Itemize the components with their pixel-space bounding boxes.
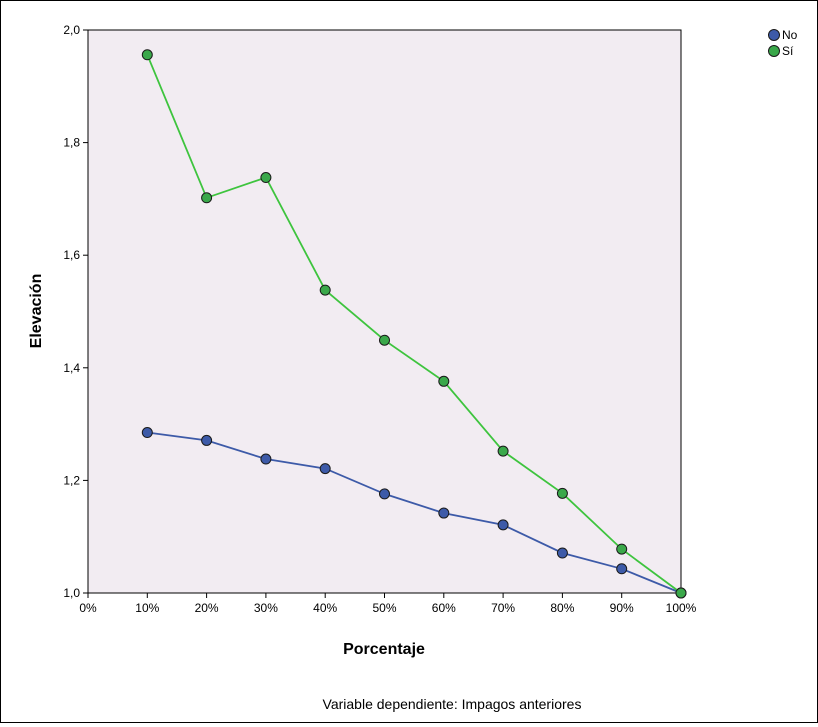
x-axis-title: Porcentaje — [343, 641, 425, 658]
series-2-point — [201, 192, 213, 204]
y-tick-label: 1,6 — [63, 248, 80, 262]
y-tick-label: 1,0 — [63, 586, 80, 600]
series-2-point — [438, 375, 450, 387]
series-1-point — [616, 563, 628, 575]
x-tick-label: 20% — [195, 601, 219, 615]
series-2-point — [379, 334, 390, 346]
series-1-point — [319, 463, 331, 475]
x-axis-ticks: 0% 10% 20% 30% 40% 50% 60% 70% 80% 90% 100% — [79, 593, 697, 615]
plot-area — [87, 29, 682, 594]
y-tick-label: 1,2 — [63, 473, 80, 487]
series-2-line — [146, 54, 682, 594]
series-1-point — [556, 547, 568, 559]
series-1-point — [201, 434, 213, 446]
y-tick-label: 1,4 — [63, 361, 80, 375]
series-layer — [141, 49, 687, 599]
y-axis-ticks: 1,0 1,2 1,4 1,6 1,8 2,0 — [63, 23, 88, 600]
x-tick-label: 0% — [79, 601, 97, 615]
series-2-point — [616, 543, 628, 555]
series-1-point — [141, 427, 153, 439]
x-tick-label: 60% — [432, 601, 456, 615]
x-tick-label: 70% — [491, 601, 515, 615]
series-2-point — [260, 172, 272, 184]
x-tick-label: 80% — [550, 601, 574, 615]
y-tick-label: 2,0 — [63, 23, 80, 37]
series-2-point — [141, 49, 153, 61]
x-tick-label: 10% — [135, 601, 159, 615]
footnote: Variable dependiente: Impagos anteriores — [323, 696, 582, 712]
series-2-point — [675, 587, 687, 599]
legend-marker-series-1 — [768, 29, 780, 41]
x-tick-label: 100% — [666, 601, 697, 615]
series-1-point — [438, 507, 450, 519]
legend-label-series-1: No — [782, 28, 798, 42]
legend: No Sí — [768, 28, 798, 58]
series-1-line — [147, 431, 682, 594]
y-tick-label: 1,8 — [63, 136, 80, 150]
series-2-point — [497, 445, 509, 457]
legend-marker-series-2 — [768, 45, 780, 57]
legend-label-series-2: Sí — [782, 44, 794, 58]
x-tick-label: 50% — [372, 601, 396, 615]
x-tick-label: 30% — [254, 601, 278, 615]
series-1-point — [379, 488, 390, 500]
series-2-point — [319, 284, 331, 296]
series-1-point — [497, 519, 509, 531]
series-2-point — [556, 487, 568, 499]
series-1-point — [260, 453, 272, 465]
x-tick-label: 90% — [610, 601, 634, 615]
x-tick-label: 40% — [313, 601, 337, 615]
y-axis-title: Elevación — [28, 274, 45, 349]
